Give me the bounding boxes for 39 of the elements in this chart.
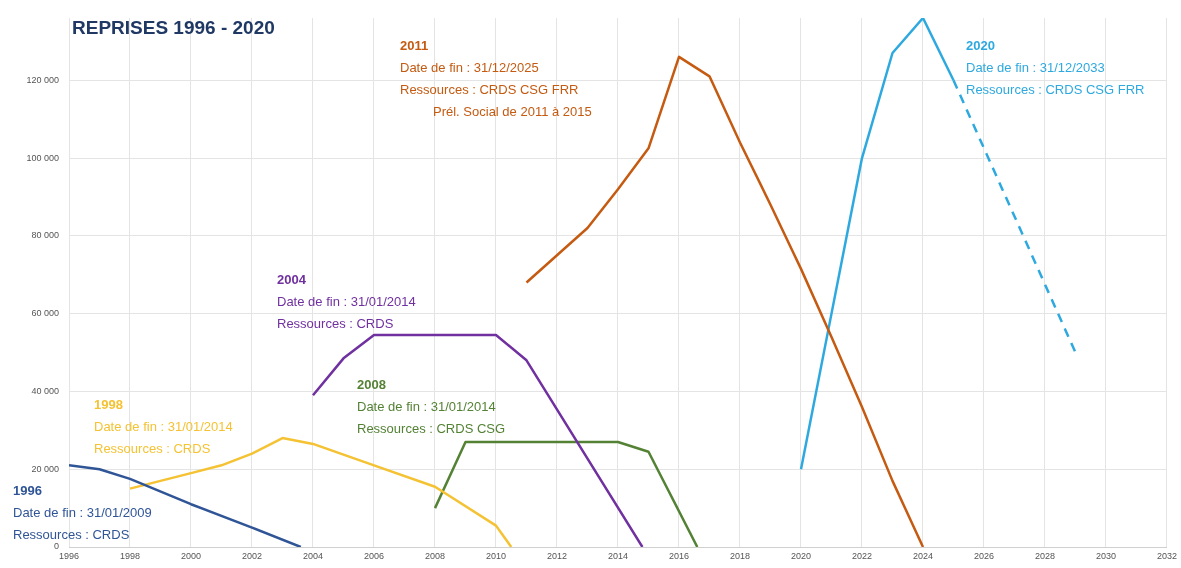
- x-tick-label: 2030: [1095, 550, 1117, 561]
- annotation: Date de fin : 31/12/2025 Ressources : CRDS CSG FRR Prél. Social de 2011 à 2015: [400, 59, 592, 119]
- x-tick-label: 2022: [851, 550, 873, 561]
- x-tick-label: 2016: [668, 550, 690, 561]
- series-label: 2020: [966, 37, 995, 53]
- x-tick-label: 2024: [912, 550, 934, 561]
- x-tick-label: 2008: [424, 550, 446, 561]
- x-tick-label: 2002: [241, 550, 263, 561]
- x-tick-label: 2014: [607, 550, 629, 561]
- annotation: Date de fin : 31/01/2014 Ressources : CRDS: [277, 293, 416, 331]
- y-tick-label: 120 000: [26, 74, 59, 85]
- x-tick-label: 2026: [973, 550, 995, 561]
- y-tick-label: 80 000: [31, 230, 59, 241]
- text: 2008: [357, 376, 386, 392]
- x-tick-label: 2006: [363, 550, 385, 561]
- x-tick-label: 2012: [546, 550, 568, 561]
- text: 1996: [13, 482, 42, 498]
- x-tick-label: 2004: [302, 550, 324, 561]
- y-tick-label: 20 000: [31, 463, 59, 474]
- x-tick-label: 1998: [119, 550, 141, 561]
- x-tick-label: 2018: [729, 550, 751, 561]
- x-tick-label: 2028: [1034, 550, 1056, 561]
- x-tick-label: 1996: [58, 550, 80, 561]
- annotation: Date de fin : 31/01/2014 Ressources : CRDS CSG: [357, 398, 506, 436]
- text: 2011: [400, 37, 429, 53]
- text: 2004: [277, 271, 307, 287]
- x-tick-label: 2020: [790, 550, 812, 561]
- y-tick-label: 40 000: [31, 385, 59, 396]
- y-tick-label: 60 000: [31, 308, 59, 319]
- annotation: Date de fin : 31/12/2033 Ressources : CRDS CSG FRR: [966, 59, 1145, 97]
- y-tick-label: 100 000: [26, 152, 59, 163]
- y-tick-label: 0: [53, 541, 59, 552]
- x-tick-label: 2010: [485, 550, 507, 561]
- chart-title: REPRISES 1996 - 2020: [72, 17, 275, 39]
- text: 1998: [94, 396, 123, 412]
- x-tick-label: 2032: [1156, 550, 1177, 561]
- annotation: Date de fin : 31/01/2009 Ressources : CRDS: [13, 504, 152, 542]
- x-tick-label: 2000: [180, 550, 202, 561]
- annotation: Date de fin : 31/01/2014 Ressources : CRDS: [94, 418, 233, 456]
